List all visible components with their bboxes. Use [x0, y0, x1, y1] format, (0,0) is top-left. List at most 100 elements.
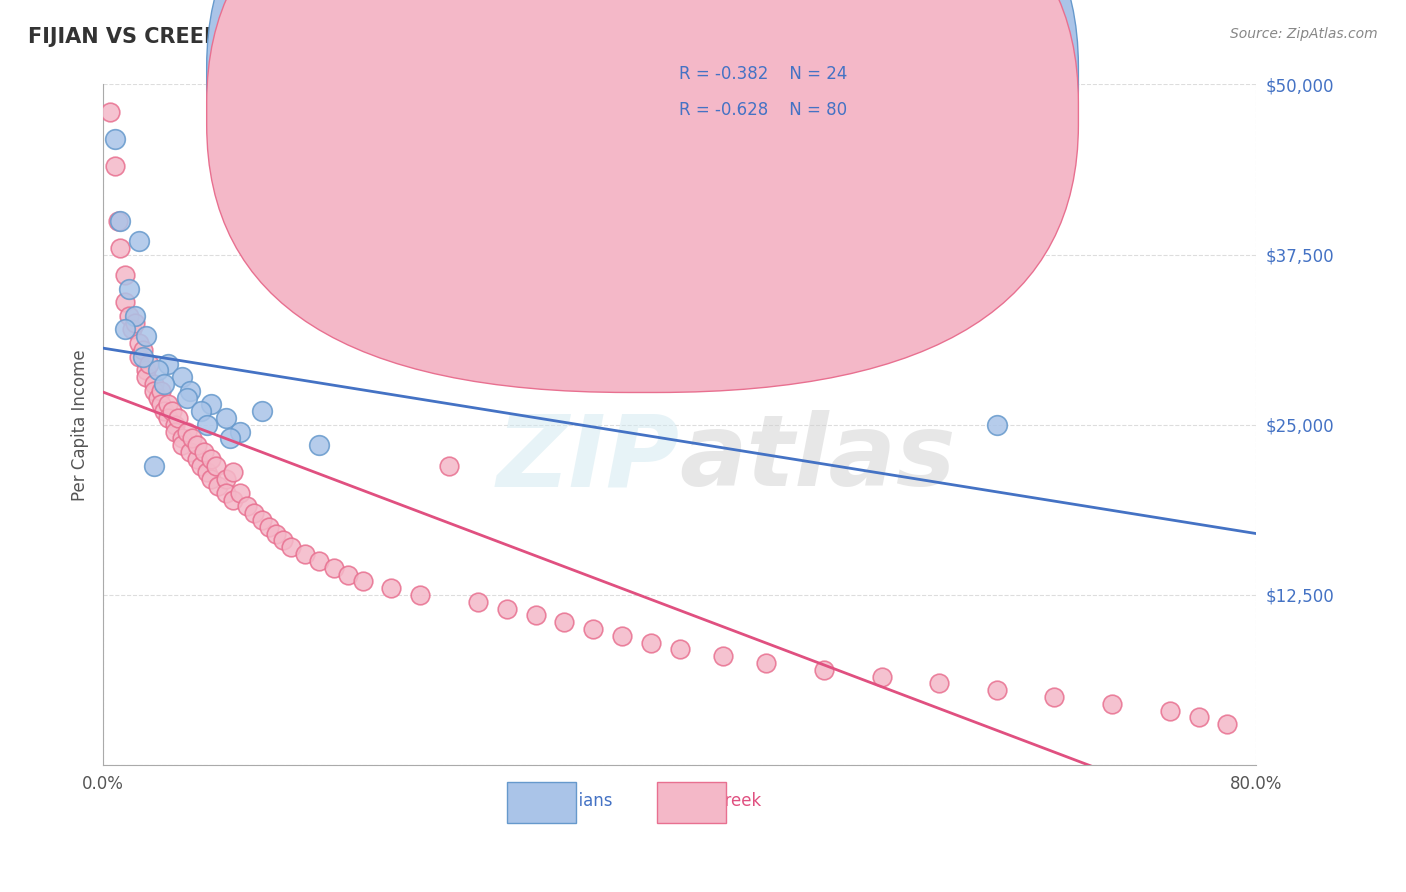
Creek	[200, 472, 222, 486]
Creek	[152, 404, 174, 418]
Creek	[128, 350, 150, 364]
Fijians	[986, 417, 1008, 432]
Creek	[181, 431, 204, 445]
Creek	[104, 159, 127, 173]
Creek	[135, 370, 157, 384]
Fijians	[190, 404, 212, 418]
Text: FIJIAN VS CREEK PER CAPITA INCOME CORRELATION CHART: FIJIAN VS CREEK PER CAPITA INCOME CORREL…	[28, 27, 720, 46]
Creek	[142, 384, 165, 398]
Fijians	[229, 425, 252, 439]
Creek	[186, 438, 208, 452]
Fijians	[250, 404, 273, 418]
Creek	[524, 608, 547, 623]
Text: ZIP: ZIP	[496, 410, 679, 508]
Creek	[582, 622, 605, 636]
Creek	[190, 458, 212, 473]
Fijians	[156, 357, 179, 371]
Creek	[280, 541, 302, 555]
Text: Fijians: Fijians	[562, 792, 613, 810]
Creek	[322, 560, 344, 574]
Creek	[409, 588, 432, 602]
Creek	[176, 425, 198, 439]
Fijians	[195, 417, 218, 432]
Creek	[495, 601, 517, 615]
Fijians	[110, 213, 132, 227]
Y-axis label: Per Capita Income: Per Capita Income	[72, 349, 89, 500]
Creek	[553, 615, 575, 629]
Creek	[142, 376, 165, 391]
Fijians	[172, 370, 194, 384]
Creek	[172, 431, 194, 445]
Creek	[107, 213, 129, 227]
Creek	[870, 670, 893, 684]
Creek	[162, 404, 184, 418]
Fijians	[176, 391, 198, 405]
Creek	[135, 363, 157, 377]
Fijians	[179, 384, 201, 398]
Creek	[380, 581, 402, 595]
Creek	[264, 526, 287, 541]
Creek	[222, 466, 245, 480]
FancyBboxPatch shape	[506, 782, 576, 823]
Fijians	[104, 132, 127, 146]
Fijians	[142, 458, 165, 473]
Fijians	[114, 322, 136, 336]
Creek	[114, 295, 136, 310]
Creek	[1159, 704, 1181, 718]
Fijians	[214, 411, 236, 425]
Creek	[121, 322, 143, 336]
Creek	[337, 567, 360, 582]
Creek	[98, 104, 121, 119]
Creek	[200, 451, 222, 466]
Fijians	[135, 329, 157, 343]
Fijians	[128, 234, 150, 248]
Creek	[467, 595, 489, 609]
Creek	[986, 683, 1008, 698]
Creek	[118, 309, 141, 323]
Creek	[172, 438, 194, 452]
Creek	[610, 629, 633, 643]
Creek	[229, 486, 252, 500]
Creek	[640, 635, 662, 649]
Creek	[165, 425, 187, 439]
Creek	[114, 268, 136, 282]
Creek	[813, 663, 835, 677]
Creek	[1188, 710, 1211, 724]
Creek	[186, 451, 208, 466]
Creek	[165, 417, 187, 432]
Creek	[250, 513, 273, 527]
Creek	[222, 492, 245, 507]
Creek	[156, 411, 179, 425]
Creek	[149, 384, 172, 398]
Creek	[179, 445, 201, 459]
Fijians	[152, 376, 174, 391]
Creek	[156, 397, 179, 411]
Creek	[195, 466, 218, 480]
Fijians	[132, 350, 155, 364]
Creek	[110, 241, 132, 255]
Creek	[128, 336, 150, 351]
Text: R = -0.382    N = 24: R = -0.382 N = 24	[679, 65, 848, 83]
Creek	[257, 520, 280, 534]
Creek	[214, 472, 236, 486]
Creek	[132, 343, 155, 357]
Creek	[124, 316, 146, 330]
Creek	[243, 506, 266, 520]
Creek	[1216, 717, 1239, 731]
Fijians	[308, 438, 330, 452]
Creek	[352, 574, 374, 589]
Creek	[711, 649, 734, 664]
Creek	[149, 397, 172, 411]
Text: Creek: Creek	[713, 792, 762, 810]
Creek	[668, 642, 690, 657]
Creek	[138, 357, 160, 371]
FancyBboxPatch shape	[657, 782, 725, 823]
Creek	[294, 547, 316, 561]
Creek	[167, 411, 190, 425]
Fijians	[146, 363, 169, 377]
Creek	[928, 676, 950, 690]
Creek	[437, 458, 460, 473]
Creek	[204, 458, 226, 473]
Creek	[308, 554, 330, 568]
Text: atlas: atlas	[679, 410, 956, 508]
